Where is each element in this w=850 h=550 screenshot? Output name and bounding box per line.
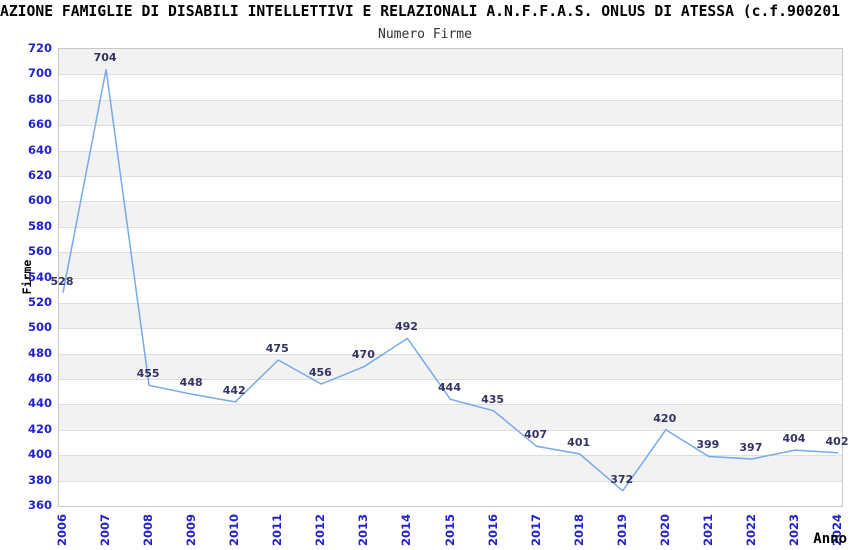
x-tick-label: 2019 bbox=[614, 514, 629, 547]
plot-band bbox=[59, 252, 842, 278]
chart-subtitle: Numero Firme bbox=[378, 27, 472, 42]
gridline bbox=[59, 252, 842, 254]
data-point-label: 475 bbox=[265, 342, 289, 355]
x-tick-label: 2017 bbox=[528, 514, 543, 547]
gridline bbox=[59, 328, 842, 330]
y-tick-label: 400 bbox=[27, 447, 52, 462]
plot-band bbox=[59, 99, 842, 126]
y-tick-label: 660 bbox=[27, 117, 52, 132]
data-point-label: 435 bbox=[481, 392, 505, 406]
x-tick-label: 2006 bbox=[55, 514, 69, 547]
y-tick-label: 700 bbox=[27, 66, 52, 81]
y-tick-label: 720 bbox=[27, 41, 52, 55]
plot-band bbox=[59, 455, 842, 481]
gridline bbox=[59, 150, 842, 152]
data-point-label: 399 bbox=[696, 438, 720, 452]
x-tick-label: 2021 bbox=[700, 514, 715, 547]
data-point-label: 420 bbox=[653, 411, 677, 425]
y-tick-label: 460 bbox=[27, 371, 52, 386]
gridline bbox=[59, 379, 842, 381]
x-tick-label: 2008 bbox=[141, 514, 156, 547]
plot-band bbox=[59, 353, 842, 380]
plot-band bbox=[59, 74, 842, 100]
plot-band bbox=[59, 277, 842, 303]
plot-band bbox=[59, 379, 842, 405]
x-tick-label: 2020 bbox=[657, 514, 672, 547]
plot-band bbox=[59, 226, 842, 253]
plot-band bbox=[59, 201, 842, 227]
plot-band bbox=[59, 302, 842, 329]
x-tick-label: 2015 bbox=[442, 514, 457, 547]
data-point-label: 456 bbox=[308, 366, 332, 380]
data-point-label: 444 bbox=[438, 381, 461, 395]
data-point-label: 442 bbox=[222, 383, 246, 397]
plot-band bbox=[59, 404, 842, 430]
plot-band bbox=[59, 429, 842, 456]
y-tick-label: 540 bbox=[27, 269, 52, 284]
x-tick-label: 2023 bbox=[786, 514, 801, 547]
y-tick-label: 500 bbox=[27, 320, 52, 335]
x-axis-title: Anno bbox=[813, 531, 847, 547]
x-tick-label: 2010 bbox=[227, 514, 242, 547]
data-point-label: 402 bbox=[825, 434, 849, 448]
x-tick-label: 2018 bbox=[571, 514, 586, 547]
y-tick-label: 440 bbox=[27, 396, 52, 411]
data-point-label: 470 bbox=[351, 348, 375, 362]
plot-band bbox=[59, 480, 842, 506]
plot-band bbox=[59, 150, 842, 176]
x-tick-label: 2022 bbox=[743, 514, 758, 547]
y-tick-label: 620 bbox=[27, 167, 52, 182]
y-tick-label: 380 bbox=[27, 472, 52, 487]
gridline bbox=[59, 175, 842, 177]
gridline bbox=[59, 302, 842, 304]
plot-band bbox=[59, 49, 842, 75]
plot-area bbox=[58, 48, 843, 507]
x-tick-label: 2014 bbox=[399, 514, 414, 547]
y-tick-label: 480 bbox=[27, 345, 52, 360]
gridline bbox=[59, 99, 842, 101]
data-point-label: 448 bbox=[179, 376, 203, 390]
data-point-label: 492 bbox=[394, 320, 418, 334]
data-point-label: 397 bbox=[739, 441, 763, 455]
gridline bbox=[59, 353, 842, 355]
plot-band bbox=[59, 175, 842, 202]
gridline bbox=[59, 201, 842, 203]
y-tick-label: 680 bbox=[27, 91, 52, 106]
gridline bbox=[59, 480, 842, 482]
gridline bbox=[59, 404, 842, 406]
data-point-label: 404 bbox=[782, 432, 806, 446]
data-line bbox=[62, 69, 839, 492]
plot-band bbox=[59, 125, 842, 151]
gridline bbox=[59, 429, 842, 431]
y-tick-label: 580 bbox=[27, 218, 52, 233]
gridline bbox=[59, 74, 842, 76]
x-tick-label: 2012 bbox=[313, 514, 328, 547]
data-point-label: 704 bbox=[93, 51, 117, 65]
y-tick-label: 640 bbox=[27, 142, 52, 157]
y-tick-label: 360 bbox=[27, 498, 52, 512]
chart-title: AZIONE FAMIGLIE DI DISABILI INTELLETTIVI… bbox=[0, 3, 841, 20]
y-tick-label: 420 bbox=[27, 421, 52, 436]
y-tick-label: 560 bbox=[27, 244, 52, 259]
data-point-label: 372 bbox=[610, 472, 634, 486]
gridline bbox=[59, 226, 842, 228]
x-tick-label: 2011 bbox=[270, 514, 285, 547]
data-point-label: 528 bbox=[50, 274, 74, 288]
x-tick-label: 2013 bbox=[356, 514, 371, 547]
y-tick-label: 600 bbox=[27, 193, 52, 208]
gridline bbox=[59, 277, 842, 279]
data-point-label: 455 bbox=[136, 367, 160, 381]
plot-band bbox=[59, 328, 842, 354]
line-series-svg bbox=[62, 69, 839, 492]
gridline bbox=[59, 125, 842, 127]
x-tick-label: 2016 bbox=[485, 514, 500, 547]
gridline bbox=[59, 455, 842, 457]
y-tick-label: 520 bbox=[27, 294, 52, 309]
x-tick-label: 2007 bbox=[98, 514, 113, 547]
x-tick-label: 2009 bbox=[184, 514, 199, 547]
data-point-label: 401 bbox=[567, 435, 591, 449]
data-point-label: 407 bbox=[524, 428, 548, 442]
